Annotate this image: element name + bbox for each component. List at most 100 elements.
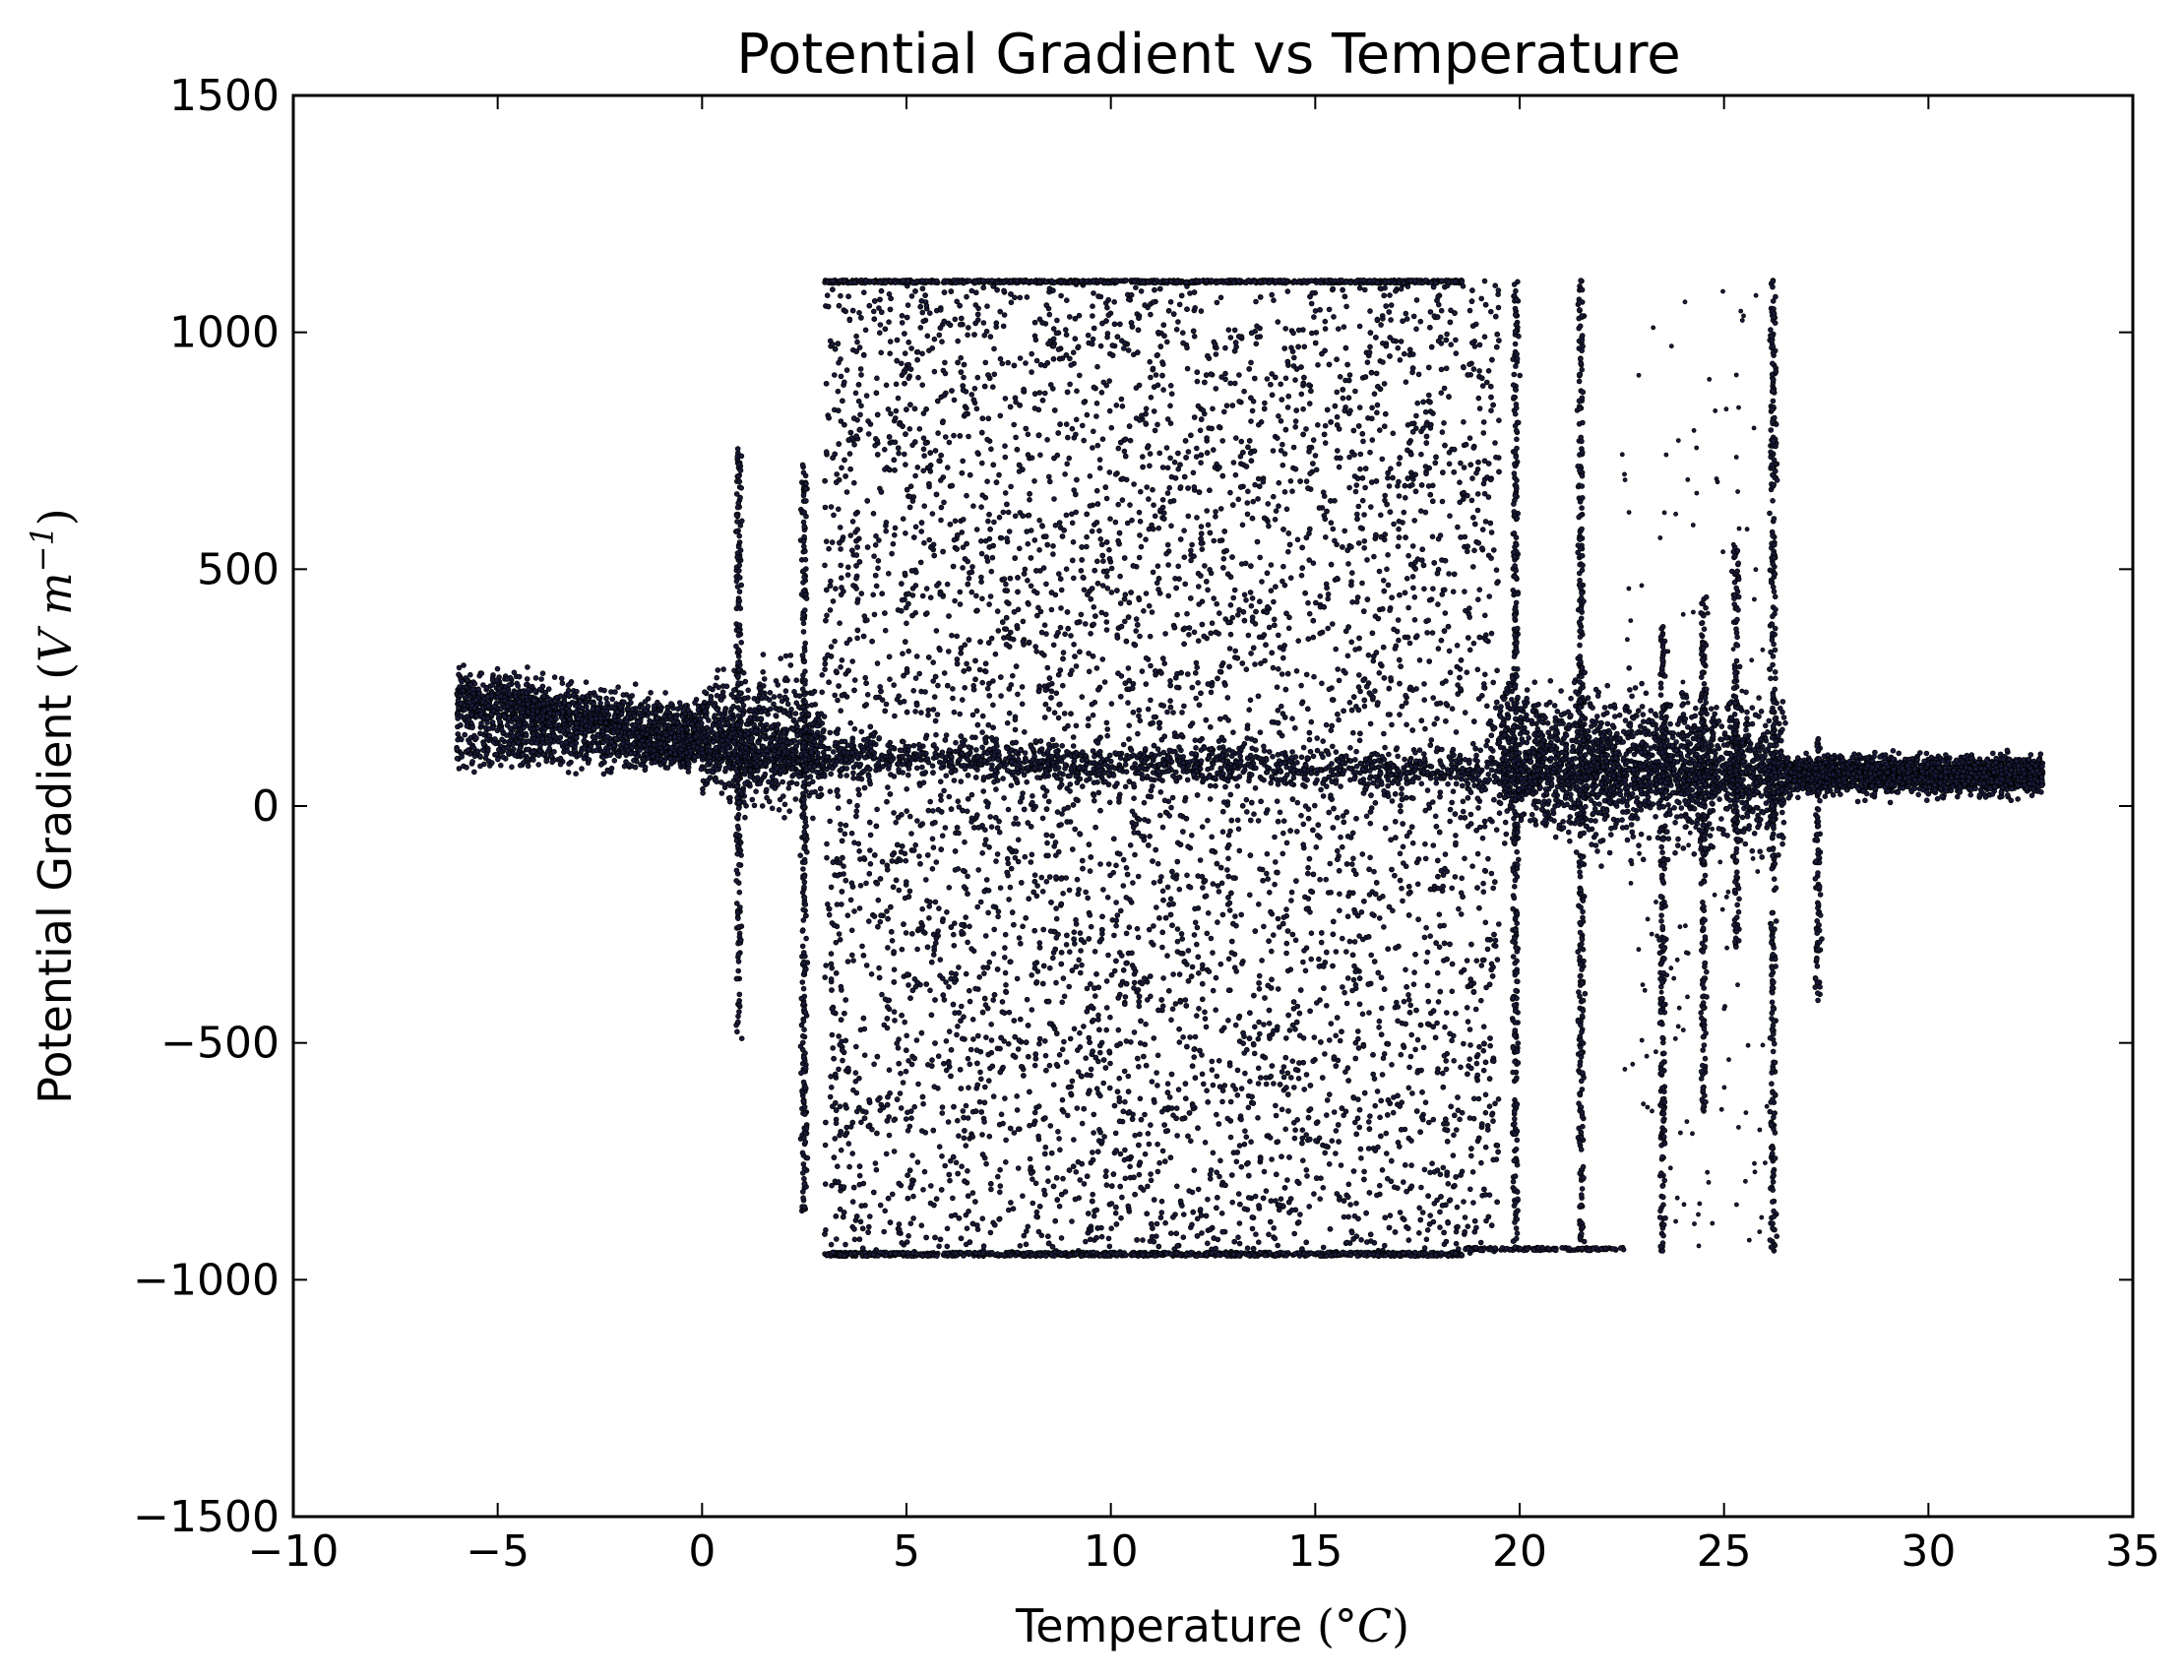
data-point [1317,957,1322,962]
data-point [781,730,786,735]
data-point [748,775,753,779]
data-point [517,722,522,727]
data-point [992,346,997,351]
data-point [952,710,957,715]
data-point [1452,1058,1457,1063]
data-point [1268,1136,1273,1141]
data-point [1408,1003,1413,1008]
data-point [1348,745,1353,750]
data-point [1196,970,1201,975]
data-point [790,727,795,732]
data-point [675,707,680,712]
data-point [655,716,659,720]
data-point [1465,1005,1469,1010]
data-point [1087,669,1092,674]
data-point [574,721,579,726]
data-point [876,558,881,563]
data-point [794,781,799,786]
data-point [1243,1071,1248,1076]
data-point [1013,295,1018,300]
data-point [829,579,834,584]
data-point [725,720,730,725]
data-point [1290,1059,1295,1064]
data-point [1411,314,1416,319]
data-point [1331,527,1336,531]
data-point [921,1187,926,1192]
data-point [1053,523,1058,528]
data-point [566,688,571,693]
data-point [693,713,698,717]
data-point [1467,1187,1472,1192]
data-point [828,819,833,824]
data-point [480,700,485,705]
data-point [1155,422,1160,427]
data-point [676,729,681,734]
data-point [667,714,672,718]
data-point [1160,945,1165,950]
data-point [1388,1213,1393,1218]
data-point [1424,925,1429,930]
data-point [819,737,824,742]
data-point [752,803,757,808]
data-point [1318,1197,1323,1202]
data-point [1277,925,1281,930]
data-point [957,1134,962,1139]
data-point [541,694,546,699]
data-point [882,447,887,452]
data-point [502,715,507,719]
data-point [1198,858,1203,863]
data-point [1209,936,1214,941]
data-point [1230,615,1235,620]
data-point [860,944,865,949]
data-point [1116,446,1121,451]
data-point [761,734,766,739]
data-point [1493,441,1498,446]
data-point [966,874,970,879]
data-point [1211,1151,1216,1155]
data-point [900,313,905,318]
data-point [1104,620,1109,625]
data-point [1312,1035,1317,1040]
data-point [716,668,720,673]
data-point [1153,514,1157,519]
data-point [1009,866,1014,871]
data-point [1242,1142,1247,1147]
data-point [1122,1069,1127,1074]
data-point [936,431,941,436]
data-point [1389,318,1394,323]
data-point [1373,1103,1378,1108]
data-point [778,797,782,802]
data-point [770,806,775,811]
data-point [1207,969,1212,974]
data-point [1216,884,1220,889]
data-point [759,716,764,721]
data-point [1326,626,1331,631]
data-point [1050,737,1055,742]
data-point [533,676,538,681]
data-point [641,706,646,711]
data-point [643,700,648,705]
data-point [1401,899,1405,903]
data-point [1380,1073,1385,1078]
data-point [1493,1101,1498,1106]
data-point [1366,1120,1371,1125]
data-point [1094,488,1099,493]
data-point [806,781,811,786]
data-point [1496,305,1501,310]
data-point [1393,647,1398,652]
data-point [1069,634,1074,639]
data-point [808,775,813,779]
data-point [698,716,703,721]
data-point [781,710,786,715]
data-point [1034,1210,1039,1214]
data-point [1459,1065,1464,1070]
data-point [883,467,888,472]
data-point [743,815,748,820]
data-point [1459,461,1464,466]
data-point [890,1192,895,1197]
data-point [708,686,713,691]
data-point [552,675,557,680]
data-point [761,669,766,674]
data-point [662,715,667,719]
data-point [1451,590,1456,594]
